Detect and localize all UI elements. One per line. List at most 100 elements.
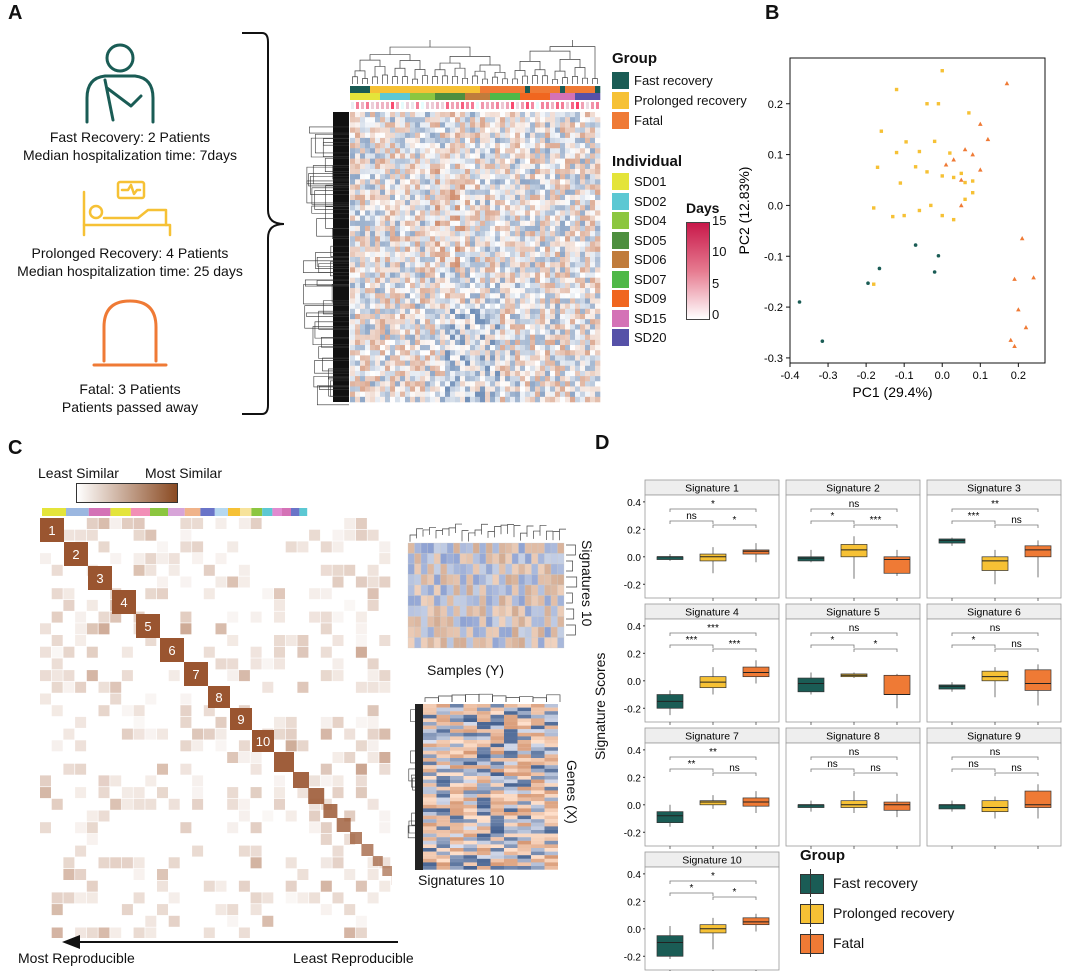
heatmap-cell — [560, 117, 566, 123]
gene-heat-cell — [463, 722, 477, 726]
heatmap-cell — [390, 365, 396, 372]
heatmap-cell — [400, 298, 406, 304]
group-annotation-cell — [575, 86, 581, 93]
gene-heat-cell — [463, 772, 477, 777]
heatmap-cell — [400, 225, 406, 232]
similarity-cell — [157, 588, 168, 600]
heatmap-cell — [465, 319, 471, 325]
heatmap-cell — [420, 132, 426, 139]
heatmap-cell — [420, 298, 426, 304]
gene-heat-cell — [463, 794, 477, 798]
heatmap-cell — [555, 267, 561, 273]
gene-heat-cell — [436, 747, 450, 751]
similarity-cell — [320, 763, 332, 775]
heatmap-cell — [435, 137, 441, 144]
heatmap-cell — [500, 350, 506, 356]
least-reproducible-label: Least Reproducible — [293, 950, 414, 966]
heatmap-cell — [515, 282, 521, 289]
heatmap-cell — [370, 194, 376, 201]
heatmap-cell — [520, 205, 526, 211]
heatmap-cell — [350, 324, 356, 330]
heatmap-cell — [470, 329, 476, 335]
heatmap-cell — [525, 137, 531, 144]
heatmap-cell — [400, 174, 406, 180]
heatmap-cell — [495, 350, 501, 356]
heatmap-cell — [530, 396, 536, 403]
heatmap-cell — [460, 370, 466, 377]
heatmap-cell — [580, 205, 586, 211]
heatmap-cell — [435, 396, 441, 403]
gene-heat-cell — [477, 740, 491, 744]
heatmap-cell — [395, 396, 401, 403]
heatmap-cell — [590, 143, 596, 149]
heatmap-cell — [585, 329, 591, 335]
heatmap-cell — [570, 143, 576, 149]
heatmap-cell — [495, 293, 501, 299]
heatmap-cell — [395, 329, 401, 335]
heatmap-cell — [540, 143, 546, 149]
heatmap-cell — [430, 303, 436, 310]
heatmap-cell — [360, 257, 366, 263]
gene-heat-cell — [504, 768, 518, 773]
heatmap-cell — [570, 350, 576, 356]
similarity-cell — [355, 576, 367, 588]
similarity-cell — [297, 740, 309, 752]
heatmap-cell — [545, 210, 551, 216]
gene-heat-cell — [544, 750, 558, 755]
heatmap-cell — [550, 396, 556, 403]
heatmap-cell — [470, 143, 476, 149]
heatmap-cell — [430, 350, 436, 356]
gene-heat-cell — [490, 722, 504, 726]
days-annotation-cell — [396, 102, 399, 109]
cluster-color-strip — [251, 508, 263, 516]
sample-dendrogram — [546, 530, 553, 541]
significance-bracket — [712, 648, 757, 652]
heatmap-cell — [370, 370, 376, 377]
heatmap-cell — [510, 163, 516, 170]
similarity-cell — [110, 857, 122, 869]
similarity-cell — [63, 869, 75, 880]
heatmap-cell — [495, 355, 501, 361]
heatmap-cell — [560, 251, 566, 258]
gene-heat-cell — [504, 743, 518, 748]
gene-heat-cell — [450, 768, 464, 773]
box-body — [840, 800, 868, 808]
heatmap-cell — [465, 189, 471, 196]
heatmap-cell — [575, 194, 581, 201]
heatmap-cell — [585, 163, 591, 170]
heatmap-cell — [430, 319, 436, 325]
heatmap-cell — [430, 293, 436, 299]
heatmap-cell — [485, 277, 491, 284]
significance-bracket — [951, 520, 996, 524]
heatmap-cell — [575, 319, 581, 325]
heatmap-cell — [395, 117, 401, 123]
similarity-cell — [145, 635, 157, 646]
heatmap-cell — [405, 241, 411, 247]
heatmap-cell — [420, 350, 426, 356]
heatmap-cell — [550, 163, 556, 170]
legend-d-whisker — [810, 899, 811, 927]
box-body — [981, 670, 1009, 682]
heatmap-cell — [570, 241, 576, 247]
gene-heat-cell — [436, 707, 450, 712]
box-body — [797, 677, 825, 693]
heatmap-cell — [575, 158, 581, 165]
heatmap-cell — [525, 319, 531, 325]
similarity-cell — [145, 588, 157, 600]
heatmap-cell — [455, 163, 461, 170]
heatmap-cell — [375, 153, 381, 159]
y-tick-label: 0.2 — [627, 897, 641, 908]
significance-label: ns — [849, 747, 860, 758]
days-annotation-cell — [491, 102, 494, 109]
heatmap-cell — [560, 163, 566, 170]
group-annotation-cell — [525, 86, 531, 93]
heatmap-cell — [580, 158, 586, 165]
column-dendrogram-branch — [442, 75, 448, 84]
heatmap-cell — [410, 205, 416, 211]
sample-heat-cell — [518, 626, 526, 638]
heatmap-cell — [545, 376, 551, 382]
heatmap-cell — [485, 168, 491, 175]
similarity-cell — [145, 798, 157, 810]
heatmap-cell — [355, 267, 361, 273]
row-dendrogram-branch — [322, 142, 349, 158]
